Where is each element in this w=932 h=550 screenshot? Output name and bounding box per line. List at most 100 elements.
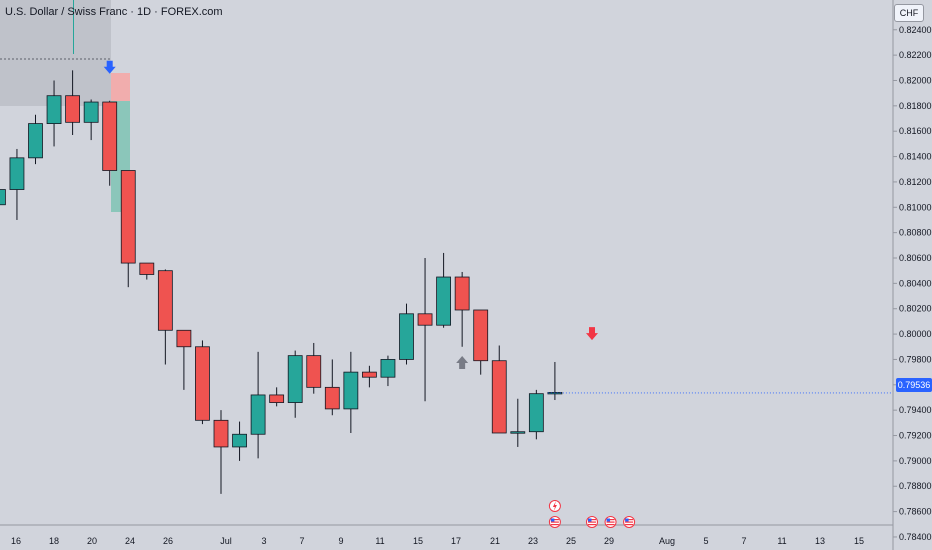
date-tick-label: 13 [815, 536, 825, 546]
lightning-event-icon [548, 500, 561, 512]
symbol-title: U.S. Dollar / Swiss Franc · 1D · FOREX.c… [5, 6, 223, 18]
price-tick-label: 0.80400 [899, 278, 932, 288]
us-flag-event-icon [623, 516, 636, 528]
candle [287, 350, 303, 418]
date-tick-label: 23 [528, 536, 538, 546]
candle [9, 148, 25, 220]
date-tick-label: 15 [413, 536, 423, 546]
date-tick-label: Jul [220, 536, 232, 546]
date-tick-label: 7 [741, 536, 746, 546]
drawing-zones [0, 0, 130, 212]
candle [417, 258, 433, 402]
candle [0, 189, 6, 206]
price-tick-label: 0.80200 [899, 304, 932, 314]
candle [213, 410, 229, 494]
date-tick-label: Aug [659, 536, 675, 546]
currency-badge[interactable]: CHF [894, 4, 924, 22]
candle [361, 365, 377, 388]
price-tick-label: 0.81400 [899, 152, 932, 162]
date-tick-label: 16 [11, 536, 21, 546]
candle [120, 170, 136, 288]
candle [269, 387, 285, 407]
date-tick-label: 3 [261, 536, 266, 546]
us-flag-canton [550, 518, 555, 522]
candle-body [83, 101, 99, 123]
candle [343, 351, 359, 433]
candle [28, 114, 43, 165]
candle-body [176, 329, 192, 348]
candle-body [102, 101, 118, 171]
candle-body [417, 313, 433, 326]
candle [232, 421, 247, 461]
date-tick-label: 7 [299, 536, 304, 546]
price-tick-label: 0.79000 [899, 456, 932, 466]
arrow-up-icon [456, 355, 469, 369]
price-tick-label: 0.81200 [899, 177, 932, 187]
date-tick-label: 11 [375, 536, 384, 546]
candle [157, 269, 173, 365]
date-tick-label: 17 [451, 536, 461, 546]
date-tick-label: 20 [87, 536, 97, 546]
candle-body [528, 393, 544, 433]
price-tick-label: 0.80800 [899, 228, 932, 238]
candle-body [491, 360, 507, 434]
candle [306, 342, 322, 394]
price-tick-label: 0.79400 [899, 405, 932, 415]
candle [399, 303, 414, 365]
price-tick-label: 0.80600 [899, 253, 932, 263]
price-tick-label: 0.82200 [899, 50, 932, 60]
us-flag-stripe [588, 524, 596, 526]
price-tick-label: 0.81000 [899, 202, 932, 212]
price-tick-label: 0.79200 [899, 431, 932, 441]
candle-body [361, 371, 377, 378]
candle [195, 340, 210, 425]
range-selection-box [0, 0, 111, 106]
candle [380, 355, 396, 387]
candle-body [287, 355, 303, 403]
time-axis: 16 18 20 24 26 Jul 3 7 9 11 15 17 21 23 25 29 Aug 5 7 11 13 1… [11, 536, 864, 546]
us-flag-event-icon [586, 516, 598, 528]
us-flag-stripe [625, 519, 634, 521]
us-flag-stripe [550, 524, 559, 526]
arrow-down-icon [103, 60, 116, 74]
us-flag-canton [625, 518, 629, 522]
candle [491, 345, 507, 434]
stop-loss-zone [111, 73, 130, 101]
candle-body [454, 276, 470, 311]
us-flag-canton [606, 518, 611, 522]
candle-body [195, 346, 210, 421]
candle-body [157, 270, 173, 331]
us-flag-stripe [550, 521, 559, 523]
candle-body [139, 262, 155, 275]
candles [0, 70, 563, 494]
us-flag-canton [588, 518, 592, 522]
candle [139, 262, 155, 280]
candle-body [343, 371, 359, 410]
price-tick-label: 0.78400 [899, 532, 932, 542]
candle [250, 351, 266, 459]
candle-body [65, 95, 80, 123]
price-tick-label: 0.78600 [899, 507, 932, 517]
candle [324, 359, 340, 416]
us-flag-stripe [625, 524, 634, 526]
candle-body [324, 386, 340, 410]
plot-area-background [0, 0, 893, 525]
last-price-label: 0.79536 [896, 378, 932, 392]
candle-body [0, 189, 6, 206]
us-flag-event-icon [548, 516, 561, 528]
candle [83, 99, 99, 141]
candle-body [120, 170, 136, 264]
candle-body [399, 313, 414, 360]
us-flag-stripe [625, 521, 634, 523]
price-tick-label: 0.78800 [899, 481, 932, 491]
candle-body [213, 419, 229, 448]
date-tick-label: 21 [490, 536, 500, 546]
candle-body [306, 355, 322, 388]
candle [510, 398, 526, 447]
price-tick-label: 0.82400 [899, 25, 932, 35]
price-tick-label: 0.81600 [899, 126, 932, 136]
candle-body [28, 123, 43, 159]
date-tick-label: 26 [163, 536, 173, 546]
